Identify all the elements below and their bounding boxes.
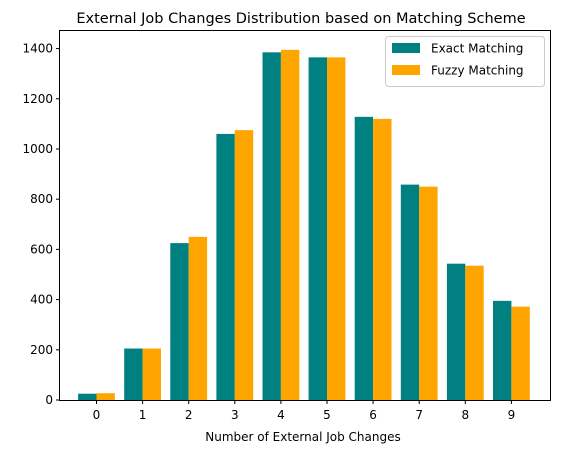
y-tick-label: 400 xyxy=(30,293,53,307)
y-axis-ticks: 0 200 400 600 800 1000 1200 1400 xyxy=(22,42,60,407)
bar-exact-3 xyxy=(216,133,235,401)
legend-swatch-exact xyxy=(392,43,420,53)
y-tick-label: 1200 xyxy=(22,92,53,106)
y-tick-label: 200 xyxy=(30,343,53,357)
x-tick-label: 3 xyxy=(231,408,239,422)
legend-label-exact: Exact Matching xyxy=(431,42,523,56)
legend-frame xyxy=(385,36,545,87)
bar-fuzzy-6 xyxy=(373,118,392,401)
bar-fuzzy-2 xyxy=(188,236,208,400)
x-tick-label: 4 xyxy=(277,408,285,422)
bar-exact-6 xyxy=(354,116,374,400)
bar-exact-0 xyxy=(78,393,97,400)
bar-exact-7 xyxy=(400,184,420,400)
bar-fuzzy-8 xyxy=(465,265,484,400)
x-tick-label: 8 xyxy=(461,408,469,422)
bars-group xyxy=(78,49,530,401)
bar-exact-8 xyxy=(446,263,466,400)
bar-exact-1 xyxy=(124,348,143,400)
bar-fuzzy-1 xyxy=(142,348,161,400)
y-tick-label: 800 xyxy=(30,192,53,206)
legend: Exact Matching Fuzzy Matching xyxy=(385,36,545,87)
x-tick-label: 1 xyxy=(139,408,147,422)
x-tick-label: 0 xyxy=(93,408,101,422)
x-axis-ticks: 0 1 2 3 4 5 6 7 8 9 xyxy=(93,400,516,422)
bar-exact-9 xyxy=(493,300,512,400)
bar-exact-5 xyxy=(308,57,327,401)
legend-label-fuzzy: Fuzzy Matching xyxy=(431,64,524,78)
bar-fuzzy-4 xyxy=(280,49,300,400)
plot-frame xyxy=(59,30,551,401)
legend-swatch-fuzzy xyxy=(392,65,420,75)
bar-exact-4 xyxy=(262,52,281,401)
bar-fuzzy-7 xyxy=(419,186,438,400)
x-tick-label: 9 xyxy=(508,408,516,422)
x-tick-label: 2 xyxy=(185,408,193,422)
y-tick-label: 0 xyxy=(45,393,53,407)
x-tick-label: 5 xyxy=(323,408,331,422)
y-tick-label: 600 xyxy=(30,242,53,256)
bar-fuzzy-9 xyxy=(511,306,530,400)
bar-exact-2 xyxy=(170,243,189,400)
y-tick-label: 1400 xyxy=(22,42,53,56)
x-tick-label: 6 xyxy=(369,408,377,422)
x-tick-label: 7 xyxy=(415,408,423,422)
bar-fuzzy-5 xyxy=(327,57,346,401)
bar-fuzzy-0 xyxy=(96,393,115,400)
bar-fuzzy-3 xyxy=(234,130,254,400)
chart-title: External Job Changes Distribution based … xyxy=(76,11,525,27)
y-tick-label: 1000 xyxy=(22,142,53,156)
x-axis-label: Number of External Job Changes xyxy=(205,430,401,444)
